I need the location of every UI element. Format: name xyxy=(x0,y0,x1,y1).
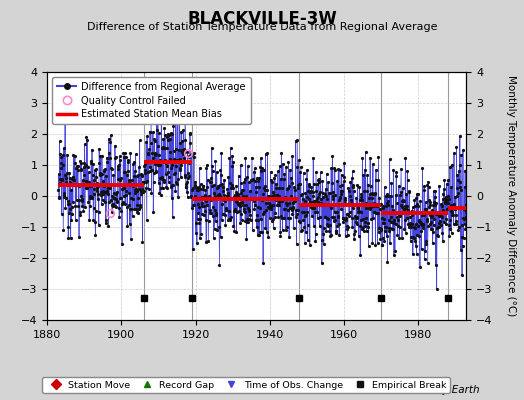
Text: Difference of Station Temperature Data from Regional Average: Difference of Station Temperature Data f… xyxy=(87,22,437,32)
Y-axis label: Monthly Temperature Anomaly Difference (°C): Monthly Temperature Anomaly Difference (… xyxy=(507,75,517,317)
Legend: Station Move, Record Gap, Time of Obs. Change, Empirical Break: Station Move, Record Gap, Time of Obs. C… xyxy=(42,377,450,393)
Text: Berkeley Earth: Berkeley Earth xyxy=(403,385,479,395)
Text: BLACKVILLE-3W: BLACKVILLE-3W xyxy=(187,10,337,28)
Legend: Difference from Regional Average, Quality Control Failed, Estimated Station Mean: Difference from Regional Average, Qualit… xyxy=(52,77,250,124)
